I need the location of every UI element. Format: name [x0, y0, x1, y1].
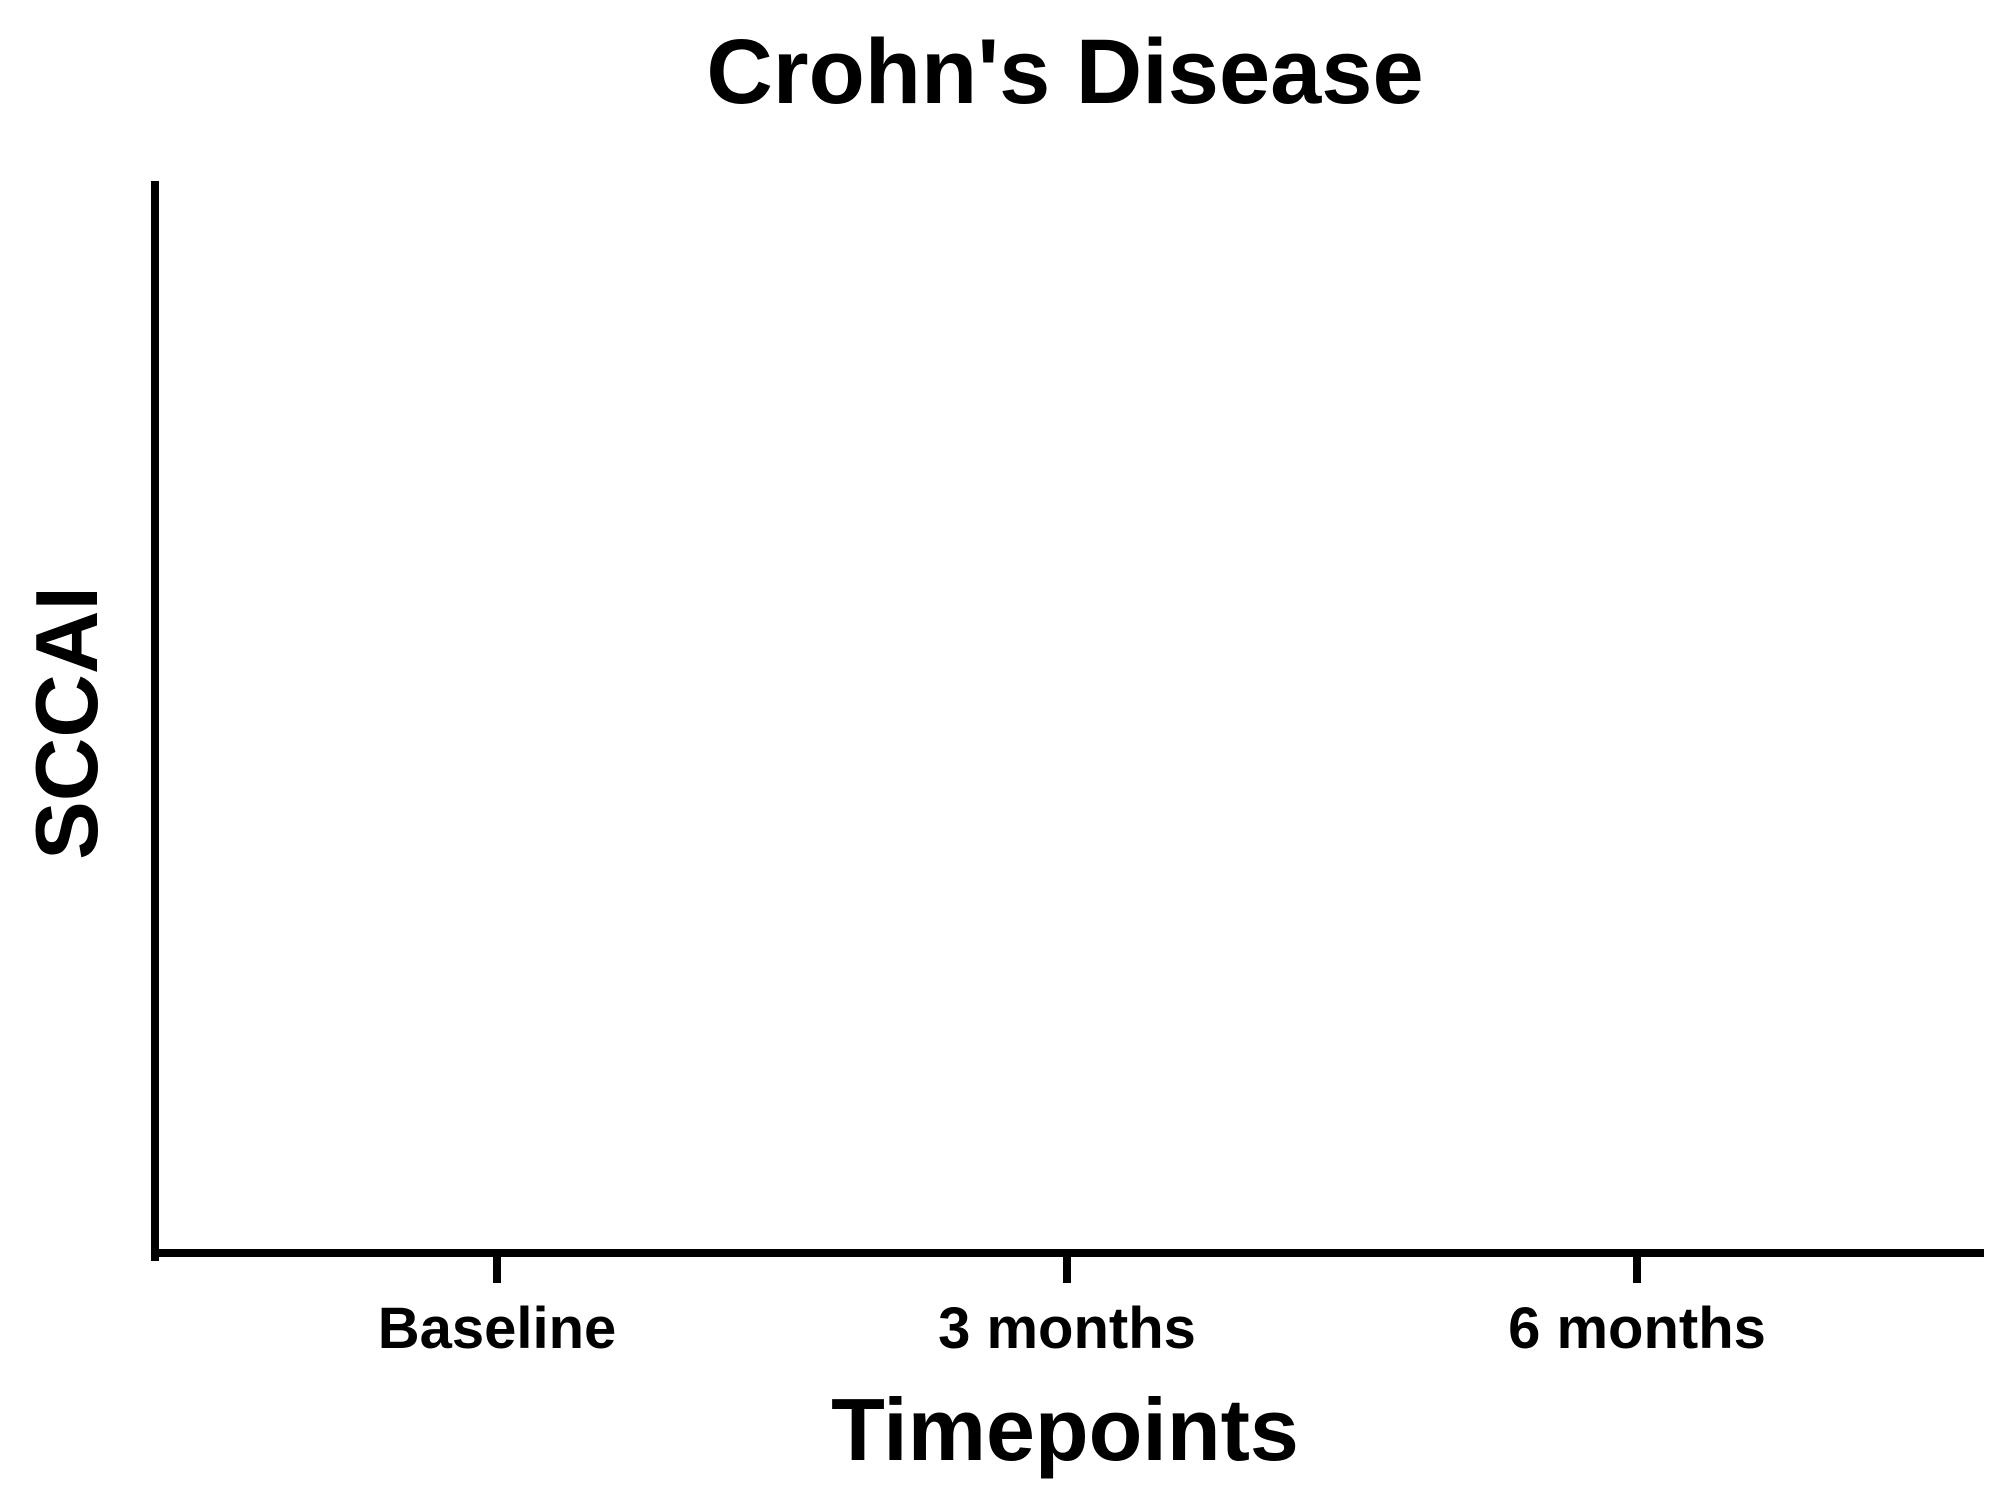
y-axis-label: SCCAI [17, 586, 116, 860]
x-axis-label: Timepoints [831, 1380, 1299, 1479]
x-tick-label-0: Baseline [378, 1296, 617, 1361]
x-tick-label-2: 6 months [1508, 1296, 1766, 1361]
x-tick-label-1: 3 months [938, 1296, 1196, 1361]
chart-title: Crohn's Disease [706, 21, 1423, 123]
x-axis-ticks [493, 1253, 1641, 1283]
x-axis-tick-labels: Baseline 3 months 6 months [378, 1296, 1766, 1361]
